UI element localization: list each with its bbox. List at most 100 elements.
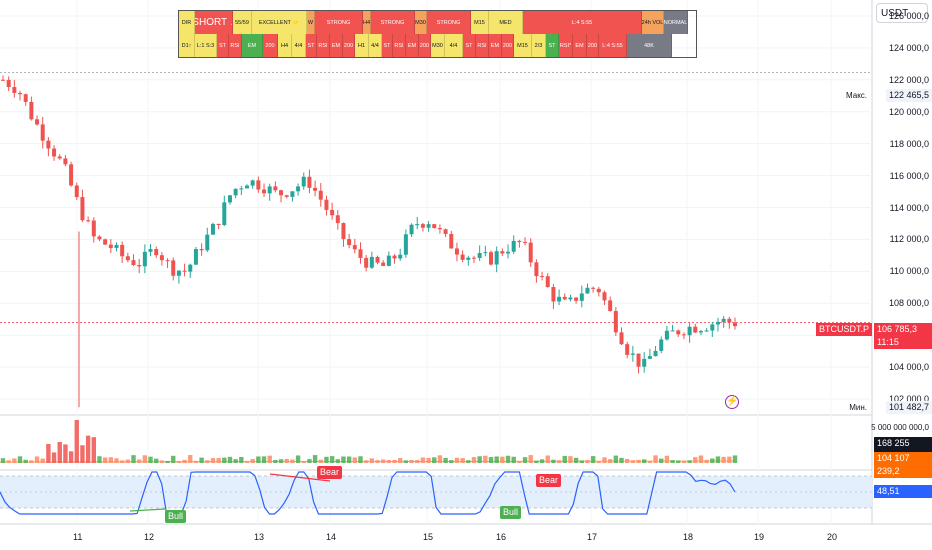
min-label: Мин. bbox=[846, 401, 870, 414]
bear-signal-tag-2: Bear bbox=[536, 474, 562, 487]
volume-bar bbox=[443, 457, 448, 463]
volume-bar bbox=[261, 456, 267, 463]
volume-bar bbox=[551, 459, 556, 463]
time-tick-label: 20 bbox=[827, 532, 838, 542]
candle-body bbox=[341, 223, 346, 240]
candle-body bbox=[69, 164, 74, 186]
volume-bar bbox=[386, 460, 392, 463]
volume-bar bbox=[29, 460, 34, 463]
volume-bar bbox=[409, 459, 414, 463]
candle-body bbox=[506, 251, 511, 254]
volume-bar bbox=[432, 457, 437, 463]
candle-body bbox=[301, 176, 306, 187]
volume-bar bbox=[664, 455, 670, 463]
volume-bar bbox=[511, 456, 516, 463]
candle-body bbox=[596, 288, 601, 293]
volume-bar bbox=[727, 456, 732, 463]
candle-body bbox=[454, 248, 459, 255]
candle-body bbox=[80, 197, 85, 221]
candle-body bbox=[630, 353, 635, 355]
volume-bar bbox=[227, 456, 233, 463]
candle-body bbox=[534, 262, 539, 277]
volume-bar bbox=[97, 456, 102, 463]
volume-bar bbox=[312, 455, 318, 463]
volume-bar bbox=[653, 455, 658, 463]
row2-cell: EM bbox=[330, 34, 343, 57]
volume-bar bbox=[687, 460, 692, 463]
volume-bar bbox=[398, 458, 403, 463]
candle-body bbox=[250, 180, 255, 186]
volume-bar bbox=[494, 456, 499, 463]
row2-cell: 200 bbox=[343, 34, 355, 57]
volume-bar bbox=[165, 460, 170, 463]
volume-bar bbox=[40, 458, 45, 463]
volume-bar bbox=[698, 455, 704, 463]
time-tick-label: 18 bbox=[683, 532, 694, 542]
volume-bar bbox=[188, 455, 193, 463]
volume-bar bbox=[329, 456, 335, 463]
volume-bar bbox=[216, 458, 221, 463]
candle-body bbox=[733, 322, 737, 327]
price-tick-label: 126 000,0 bbox=[888, 10, 929, 21]
candle-body bbox=[40, 124, 45, 141]
row1-cell: STRONG bbox=[427, 11, 471, 34]
volume-bar bbox=[295, 455, 301, 463]
volume-bar bbox=[239, 457, 244, 463]
volume-bar bbox=[68, 451, 74, 463]
volume-bar bbox=[471, 457, 477, 463]
candle-body bbox=[477, 253, 482, 258]
volume-bar bbox=[483, 455, 488, 463]
candle-body bbox=[562, 296, 567, 300]
volume-bar bbox=[403, 460, 409, 463]
volume-bar bbox=[23, 459, 28, 463]
candle-body bbox=[523, 242, 528, 244]
max-label: Макс. bbox=[842, 89, 870, 102]
row2-cell: ST bbox=[382, 34, 393, 57]
candle-body bbox=[86, 220, 91, 222]
candle-body bbox=[91, 220, 96, 237]
row2-cell: RSI bbox=[229, 34, 242, 57]
row2-cell: RSI bbox=[317, 34, 330, 57]
candle-body bbox=[148, 249, 153, 252]
candle-body bbox=[103, 239, 108, 245]
volume-bar bbox=[17, 456, 23, 463]
row1-cell: STRONG bbox=[371, 11, 415, 34]
volume-bar bbox=[500, 456, 505, 463]
candle-body bbox=[642, 358, 647, 367]
volume-bar bbox=[732, 455, 738, 463]
rsi-value-label: 48,51 bbox=[874, 485, 932, 498]
candle-body bbox=[437, 228, 442, 230]
candle-body bbox=[233, 188, 238, 196]
bull-signal-tag-2: Bull bbox=[500, 506, 522, 519]
candle-body bbox=[347, 239, 352, 246]
volume-bar bbox=[369, 458, 375, 463]
candle-body bbox=[545, 276, 550, 288]
volume-bar bbox=[545, 455, 550, 463]
volume-bar bbox=[182, 459, 187, 463]
volume-bar bbox=[539, 459, 545, 463]
candle-body bbox=[307, 176, 312, 188]
candle-body bbox=[483, 252, 488, 254]
candle-body bbox=[216, 223, 221, 226]
volume-bar bbox=[358, 456, 363, 463]
row1-cell: L:4 S:55 bbox=[523, 11, 642, 34]
min-value: 101 482,7 bbox=[885, 401, 932, 414]
volume-bar bbox=[573, 457, 579, 463]
row2-cell: ST bbox=[463, 34, 476, 57]
time-tick-label: 14 bbox=[326, 532, 337, 542]
volume-bar bbox=[363, 460, 369, 463]
volume-bar bbox=[659, 458, 664, 463]
volume-bar bbox=[273, 459, 278, 463]
currency-unit-button[interactable]: USDT bbox=[876, 3, 928, 23]
volume-top-value: 5 000 000 000,0 bbox=[871, 423, 929, 432]
volume-bar bbox=[415, 460, 420, 463]
bull-signal-tag-1: Bull bbox=[165, 510, 187, 523]
volume-bar bbox=[278, 459, 284, 463]
lightning-icon[interactable]: ⚡ bbox=[725, 395, 739, 409]
volume-bar bbox=[142, 455, 148, 463]
row2-cell: 48K bbox=[627, 34, 672, 57]
row2-cell: D1↑ bbox=[179, 34, 195, 57]
candle-body bbox=[335, 215, 340, 224]
